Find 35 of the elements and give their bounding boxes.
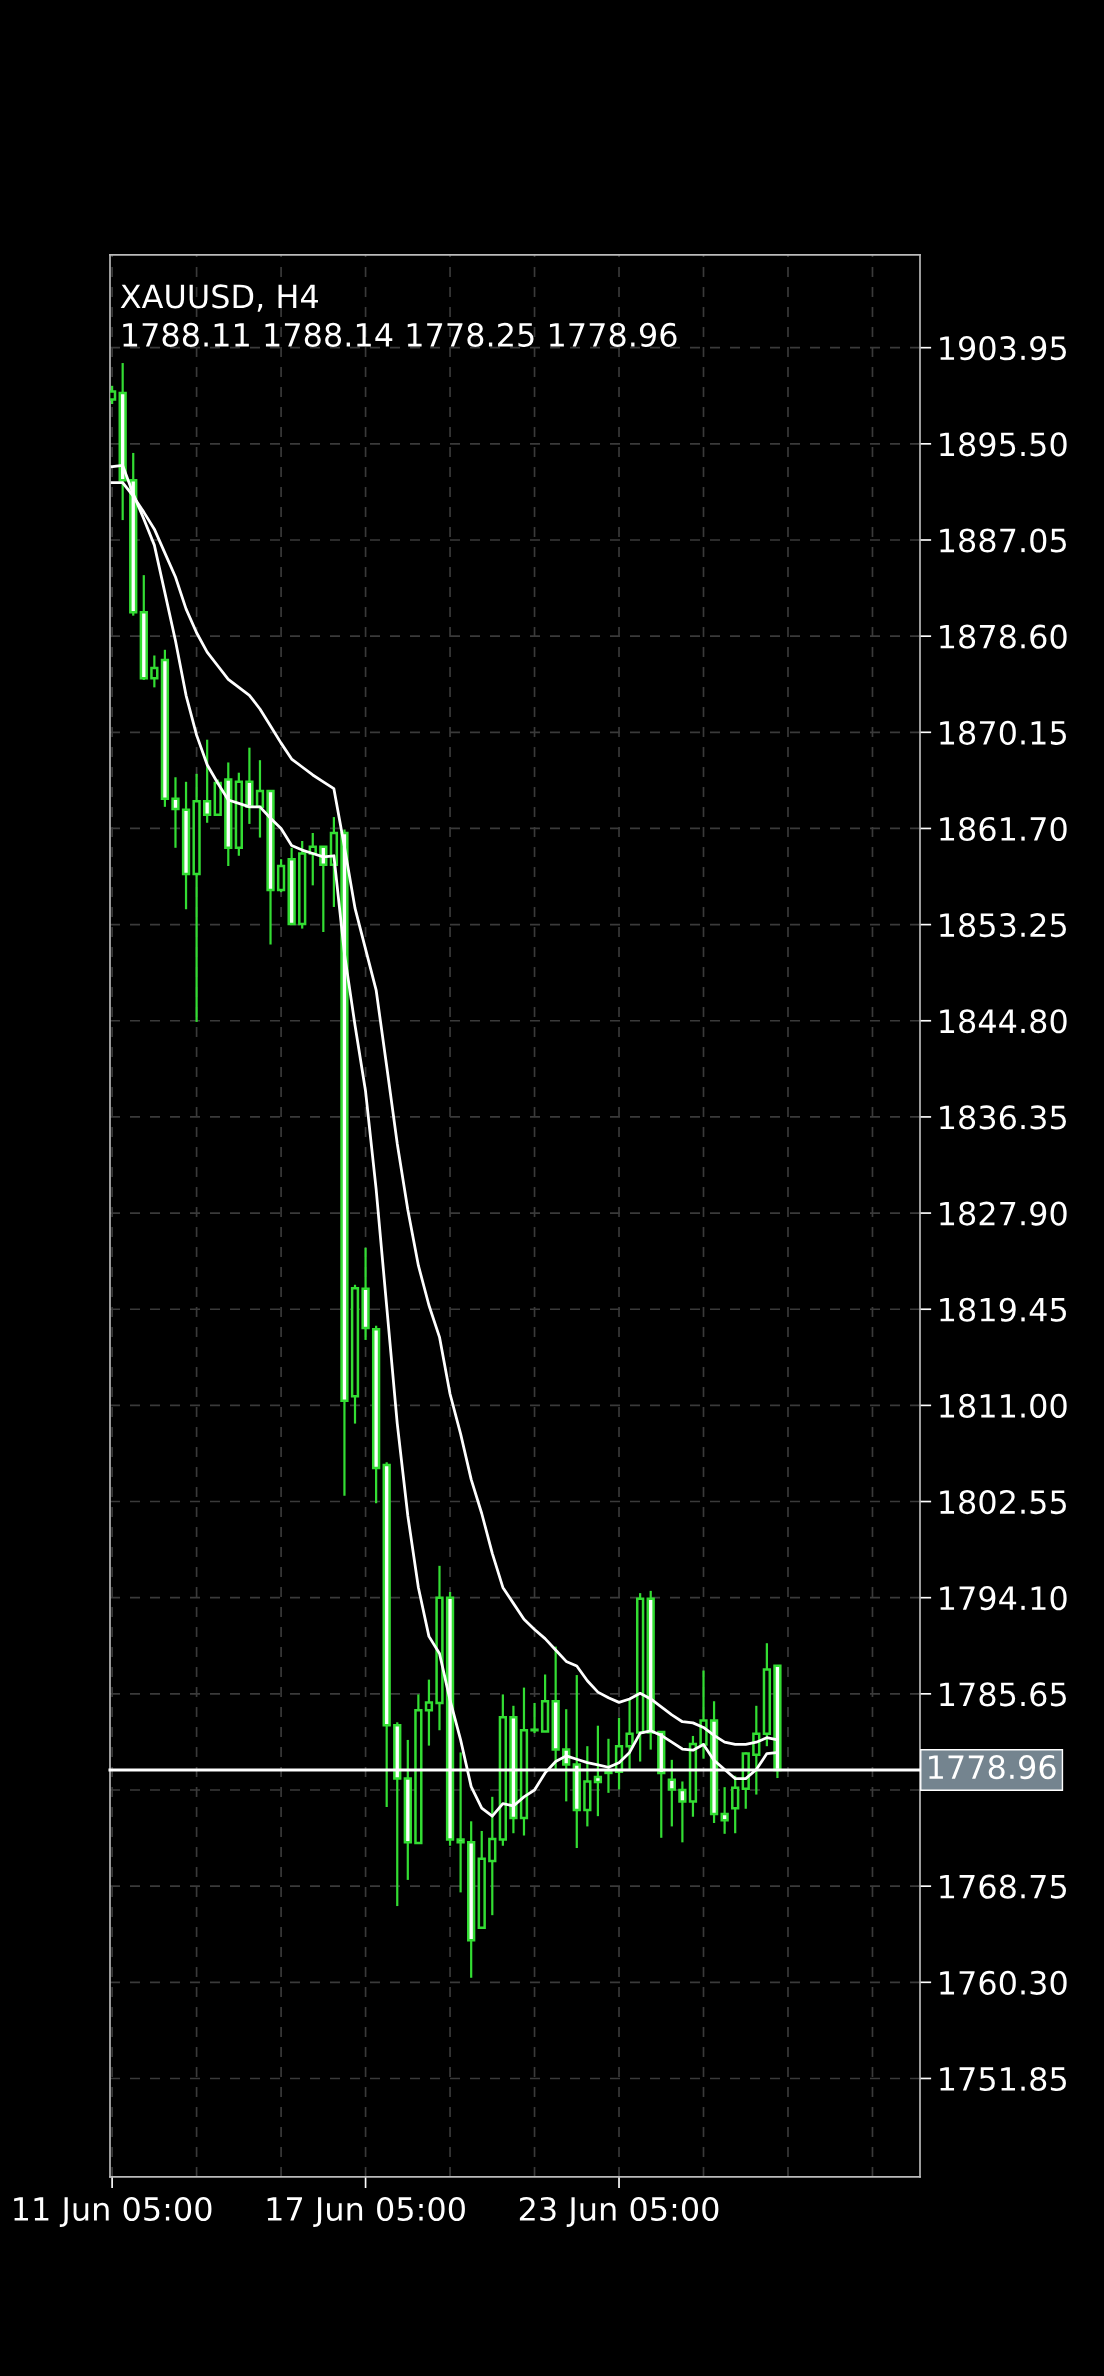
y-tick-label: 1785.65 [940, 1682, 1066, 1707]
y-tick-label: 1802.55 [940, 1489, 1066, 1515]
candlestick [110, 384, 117, 406]
y-tick-label: 1836.35 [940, 1105, 1066, 1130]
y-tick-label: 1768.75 [940, 1874, 1066, 1899]
y-tick-label: 1760.30 [940, 1970, 1067, 1995]
candlestick [203, 738, 212, 824]
y-tick-label: 1895.50 [940, 432, 1067, 457]
y-tick-label: 1903.95 [940, 336, 1066, 361]
y-tick-label: 1751.85 [940, 2066, 1066, 2092]
y-tick-label: 1853.25 [940, 913, 1066, 938]
candlestick [424, 1678, 434, 1747]
y-tick-label: 1878.60 [940, 624, 1067, 649]
candlestick [731, 1774, 740, 1835]
y-tick-label: 1861.70 [940, 816, 1067, 842]
candlestick [678, 1780, 687, 1844]
x-tick-label: 17 Jun 05:00 [267, 2196, 465, 2227]
y-tick-label: 1844.80 [940, 1009, 1067, 1034]
y-tick-label: 1811.00 [940, 1393, 1067, 1418]
candlestick [625, 1697, 634, 1771]
candlestick [150, 654, 159, 689]
x-tick-label: 11 Jun 05:00 [14, 2196, 212, 2227]
ref-line-label: 1778.96 [929, 1755, 1056, 1780]
candlestick [488, 1795, 497, 1917]
y-tick-label: 1887.05 [940, 528, 1066, 553]
candlestick [276, 858, 286, 894]
text: 1788.11 1788.14 1778.25 1778.96 [123, 322, 677, 347]
y-tick-label: 1827.90 [940, 1201, 1067, 1226]
y-tick-label: 1794.10 [940, 1586, 1067, 1611]
y-tick-label: 1819.45 [940, 1297, 1066, 1322]
candlestick [720, 1786, 729, 1835]
y-tick-label: 1870.15 [940, 720, 1066, 745]
x-tick-label: 23 Jun 05:00 [519, 2196, 719, 2227]
text: XAUUSD, H4 [120, 284, 318, 312]
candlestick [171, 776, 180, 849]
